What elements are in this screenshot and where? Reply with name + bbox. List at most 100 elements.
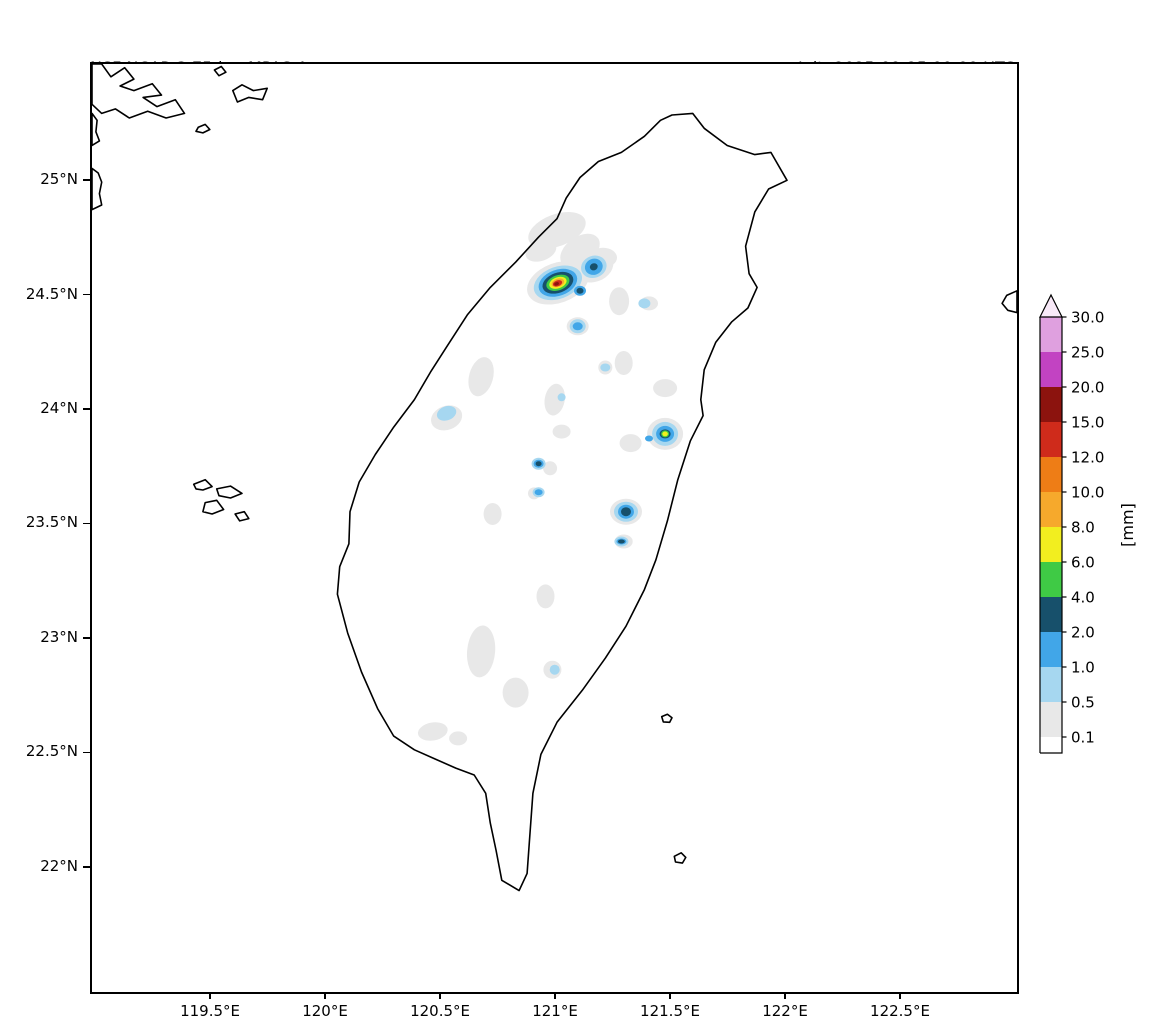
colorbar-unit-label: [mm] <box>1118 503 1137 547</box>
coastline-taiwan <box>336 112 788 892</box>
precip-blob <box>617 539 625 544</box>
y-axis-tick <box>83 179 90 181</box>
precip-blob <box>600 363 611 372</box>
colorbar-segment <box>1040 457 1062 492</box>
precip-blob <box>614 351 633 375</box>
coastline-island-nw-1 <box>232 84 268 103</box>
precip-blob <box>483 503 502 525</box>
colorbar-segment <box>1040 597 1062 632</box>
colorbar-tick-label: 15.0 <box>1071 414 1104 432</box>
x-tick-label: 121.5°E <box>640 1002 700 1020</box>
y-tick-label: 24°N <box>40 399 78 418</box>
x-axis-tick <box>669 992 671 999</box>
x-tick-label: 122°E <box>762 1002 808 1020</box>
precip-blob <box>572 322 583 331</box>
x-axis-tick <box>324 992 326 999</box>
x-axis-tick <box>784 992 786 999</box>
colorbar: 0.1 0.5 1.0 2.0 4.0 6.0 8.0 10.0 12.0 15.0 20.0 25.… <box>1039 293 1104 754</box>
precip-blob <box>645 435 653 442</box>
coastline-orchid-island <box>673 852 687 864</box>
precip-blob <box>544 383 565 416</box>
x-tick-label: 122.5°E <box>870 1002 930 1020</box>
colorbar-segment <box>1040 527 1062 562</box>
precip-blob <box>576 287 584 294</box>
colorbar-tick-label: 1.0 <box>1071 659 1095 677</box>
colorbar-segment <box>1040 667 1062 702</box>
precip-blob <box>554 282 559 286</box>
y-axis-tick <box>83 522 90 525</box>
colorbar-tick-label: 2.0 <box>1071 624 1095 642</box>
precip-blob <box>436 405 457 421</box>
x-axis-tick <box>209 992 211 999</box>
colorbar-tick-label: 4.0 <box>1071 589 1095 607</box>
precip-blob <box>653 379 678 398</box>
colorbar-tick-label: 12.0 <box>1071 449 1104 467</box>
precip-blob <box>466 625 496 678</box>
y-tick-label: 23.5°N <box>25 513 78 532</box>
coastline-edge-island-east <box>1001 290 1017 314</box>
colorbar-segment <box>1040 562 1062 597</box>
precip-blob <box>525 239 557 262</box>
colorbar-segment <box>1040 492 1062 527</box>
precip-blob <box>468 357 494 397</box>
x-tick-label: 120.5°E <box>410 1002 470 1020</box>
map-canvas <box>92 64 1017 892</box>
colorbar-segment <box>1040 422 1062 457</box>
x-axis-tick <box>554 992 556 999</box>
y-axis-tick <box>83 293 90 296</box>
precip-blob <box>536 584 555 609</box>
x-axis-tick <box>439 992 441 999</box>
colorbar-segment <box>1040 632 1062 667</box>
y-axis-tick <box>83 637 90 639</box>
coastline-mainland-coast <box>92 64 186 119</box>
y-tick-label: 23°N <box>40 627 78 646</box>
coastline-green-island <box>660 713 673 724</box>
precip-blob <box>619 434 642 453</box>
x-axis-tick <box>899 992 901 999</box>
colorbar-under-segment <box>1040 737 1062 753</box>
precip-blob <box>535 461 542 467</box>
colorbar-segment <box>1040 352 1062 387</box>
precip-blob <box>549 664 560 675</box>
coastline-penghu-2 <box>215 485 243 499</box>
x-tick-label: 121°E <box>532 1002 578 1020</box>
coastline-penghu-3 <box>202 499 225 515</box>
precip-blob <box>502 677 529 708</box>
map-plot-area <box>90 62 1019 994</box>
precip-blob <box>449 731 468 746</box>
colorbar-tick-label: 10.0 <box>1071 484 1104 502</box>
y-axis-tick <box>83 866 90 868</box>
colorbar-tick-label: 25.0 <box>1071 344 1104 362</box>
x-tick-label: 119.5°E <box>180 1002 240 1020</box>
colorbar-tick-label: 8.0 <box>1071 519 1095 537</box>
coastline-edge-sliver-2 <box>92 167 103 211</box>
colorbar-tick-label: 0.1 <box>1071 729 1095 747</box>
y-axis-tick <box>83 408 90 410</box>
colorbar-tick-label: 20.0 <box>1071 379 1104 397</box>
y-tick-label: 22.5°N <box>25 742 78 761</box>
precip-blob <box>543 461 558 476</box>
y-axis-tick <box>83 751 90 754</box>
coastline-island-nw-3 <box>195 123 211 134</box>
colorbar-tick-label: 0.5 <box>1071 694 1095 712</box>
precip-blob <box>609 287 630 316</box>
coastline-island-nw-2 <box>213 65 227 77</box>
colorbar-over-arrow <box>1039 293 1063 318</box>
coastline-penghu-1 <box>192 478 213 491</box>
precip-blob <box>534 489 543 496</box>
precip-blob <box>552 424 571 439</box>
y-tick-label: 25°N <box>40 170 78 189</box>
coastline-penghu-4 <box>234 510 250 522</box>
precip-blob <box>417 722 448 741</box>
colorbar-segment <box>1040 317 1062 352</box>
x-tick-label: 120°E <box>302 1002 348 1020</box>
y-tick-label: 24.5°N <box>25 284 78 303</box>
y-tick-label: 22°N <box>40 856 78 875</box>
coastline-edge-sliver-1 <box>92 112 101 147</box>
colorbar-segment <box>1040 387 1062 422</box>
precip-blob <box>589 263 598 271</box>
precip-blob <box>528 211 586 249</box>
precip-blob <box>621 507 631 517</box>
precip-blob <box>638 298 651 309</box>
colorbar-segment <box>1040 702 1062 737</box>
